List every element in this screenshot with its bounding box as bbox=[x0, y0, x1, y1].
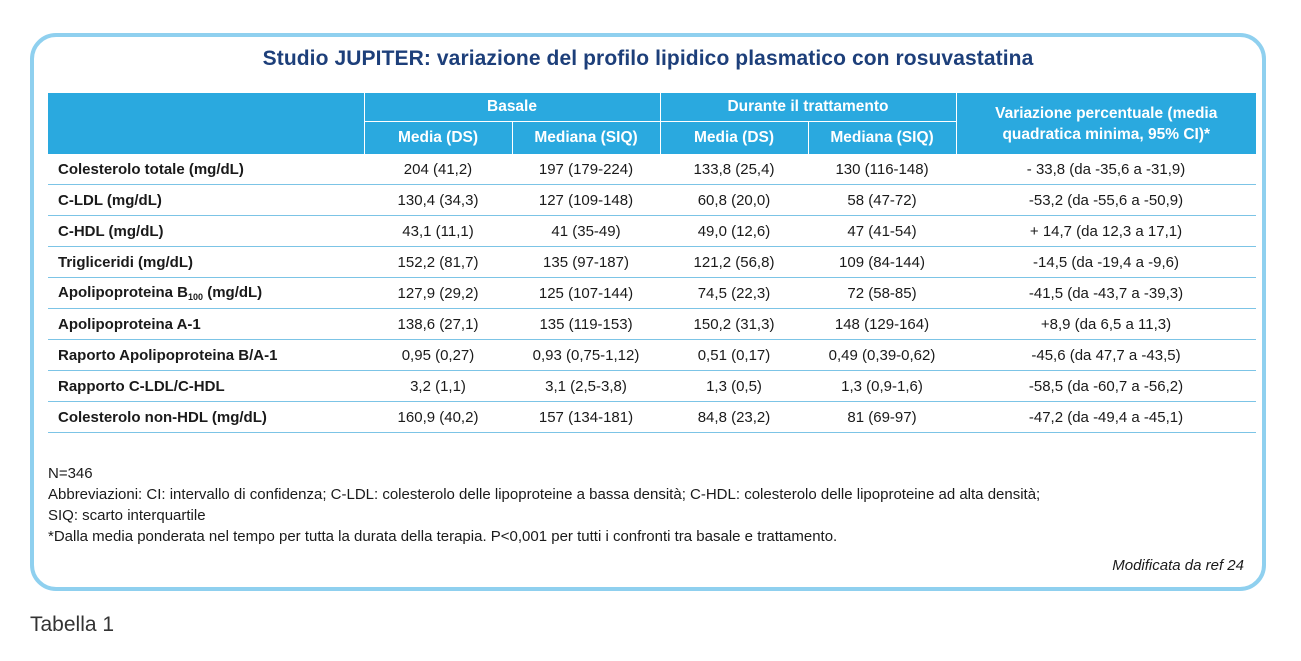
percent-change-cell: -45,6 (da 47,7 a -43,5) bbox=[956, 339, 1256, 371]
lipid-profile-table: Basale Durante il trattamento Variazione… bbox=[48, 93, 1256, 433]
table-row: Apolipoproteina A-1 138,6 (27,1) 135 (11… bbox=[48, 308, 1256, 340]
percent-change-cell: -58,5 (da -60,7 a -56,2) bbox=[956, 370, 1256, 402]
treatment-mean-cell: 121,2 (56,8) bbox=[660, 246, 808, 278]
header-baseline-mean: Media (DS) bbox=[363, 121, 512, 154]
percent-change-cell: -14,5 (da -19,4 a -9,6) bbox=[956, 246, 1256, 278]
abbreviations-note: Abbreviazioni: CI: intervallo di confide… bbox=[48, 486, 1041, 503]
baseline-median-cell: 0,93 (0,75-1,12) bbox=[512, 339, 660, 371]
row-label-unit: (mg/dL) bbox=[203, 284, 263, 301]
row-label: Apolipoproteina A-1 bbox=[48, 308, 364, 340]
sample-size-note: N=346 bbox=[48, 465, 93, 482]
baseline-median-cell: 135 (119-153) bbox=[512, 308, 660, 340]
header-baseline: Basale bbox=[363, 93, 660, 122]
percent-change-cell: -41,5 (da -43,7 a -39,3) bbox=[956, 277, 1256, 309]
header-percent-change: Variazione percentuale (media quadratica… bbox=[955, 93, 1256, 154]
percent-change-cell: - 33,8 (da -35,6 a -31,9) bbox=[956, 154, 1256, 185]
row-label: Rapporto C-LDL/C-HDL bbox=[48, 370, 364, 402]
baseline-median-cell: 157 (134-181) bbox=[512, 401, 660, 433]
table-row: Trigliceridi (mg/dL) 152,2 (81,7) 135 (9… bbox=[48, 246, 1256, 278]
baseline-mean-cell: 0,95 (0,27) bbox=[364, 339, 512, 371]
percent-change-cell: + 14,7 (da 12,3 a 17,1) bbox=[956, 215, 1256, 247]
row-label-main: Apolipoproteina B bbox=[58, 284, 188, 301]
footnote: *Dalla media ponderata nel tempo per tut… bbox=[48, 528, 838, 545]
baseline-mean-cell: 127,9 (29,2) bbox=[364, 277, 512, 309]
baseline-median-cell: 125 (107-144) bbox=[512, 277, 660, 309]
treatment-mean-cell: 0,51 (0,17) bbox=[660, 339, 808, 371]
table-row: Apolipoproteina B100 (mg/dL) 127,9 (29,2… bbox=[48, 277, 1256, 309]
baseline-median-cell: 135 (97-187) bbox=[512, 246, 660, 278]
row-label: C-LDL (mg/dL) bbox=[48, 184, 364, 216]
treatment-median-cell: 0,49 (0,39-0,62) bbox=[808, 339, 956, 371]
treatment-mean-cell: 84,8 (23,2) bbox=[660, 401, 808, 433]
table-notes: N=346 Abbreviazioni: CI: intervallo di c… bbox=[48, 463, 1258, 547]
treatment-median-cell: 148 (129-164) bbox=[808, 308, 956, 340]
header-parameter-cell bbox=[48, 93, 364, 154]
treatment-median-cell: 47 (41-54) bbox=[808, 215, 956, 247]
baseline-mean-cell: 160,9 (40,2) bbox=[364, 401, 512, 433]
treatment-mean-cell: 60,8 (20,0) bbox=[660, 184, 808, 216]
row-label: Apolipoproteina B100 (mg/dL) bbox=[48, 277, 364, 309]
table-frame: Studio JUPITER: variazione del profilo l… bbox=[30, 33, 1266, 591]
treatment-median-cell: 72 (58-85) bbox=[808, 277, 956, 309]
baseline-mean-cell: 138,6 (27,1) bbox=[364, 308, 512, 340]
baseline-mean-cell: 43,1 (11,1) bbox=[364, 215, 512, 247]
treatment-mean-cell: 49,0 (12,6) bbox=[660, 215, 808, 247]
header-baseline-median: Mediana (SIQ) bbox=[511, 121, 660, 154]
header-treatment-median: Mediana (SIQ) bbox=[807, 121, 956, 154]
baseline-mean-cell: 130,4 (34,3) bbox=[364, 184, 512, 216]
row-label: C-HDL (mg/dL) bbox=[48, 215, 364, 247]
table-caption: Tabella 1 bbox=[30, 613, 115, 636]
percent-change-cell: +8,9 (da 6,5 a 11,3) bbox=[956, 308, 1256, 340]
treatment-median-cell: 130 (116-148) bbox=[808, 154, 956, 185]
table-row: Raporto Apolipoproteina B/A-1 0,95 (0,27… bbox=[48, 339, 1256, 371]
header-treatment-mean: Media (DS) bbox=[659, 121, 808, 154]
treatment-mean-cell: 1,3 (0,5) bbox=[660, 370, 808, 402]
treatment-mean-cell: 150,2 (31,3) bbox=[660, 308, 808, 340]
baseline-mean-cell: 3,2 (1,1) bbox=[364, 370, 512, 402]
row-label: Raporto Apolipoproteina B/A-1 bbox=[48, 339, 364, 371]
source-note: Modificata da ref 24 bbox=[1112, 557, 1244, 574]
baseline-median-cell: 41 (35-49) bbox=[512, 215, 660, 247]
row-label: Trigliceridi (mg/dL) bbox=[48, 246, 364, 278]
row-label: Colesterolo totale (mg/dL) bbox=[48, 154, 364, 185]
header-treatment: Durante il trattamento bbox=[659, 93, 956, 122]
baseline-mean-cell: 204 (41,2) bbox=[364, 154, 512, 185]
treatment-median-cell: 81 (69-97) bbox=[808, 401, 956, 433]
table-row: Colesterolo non-HDL (mg/dL) 160,9 (40,2)… bbox=[48, 401, 1256, 433]
baseline-median-cell: 3,1 (2,5-3,8) bbox=[512, 370, 660, 402]
baseline-mean-cell: 152,2 (81,7) bbox=[364, 246, 512, 278]
treatment-mean-cell: 74,5 (22,3) bbox=[660, 277, 808, 309]
table-row: Colesterolo totale (mg/dL) 204 (41,2) 19… bbox=[48, 154, 1256, 185]
table-row: C-HDL (mg/dL) 43,1 (11,1) 41 (35-49) 49,… bbox=[48, 215, 1256, 247]
abbreviations-note-continued: SIQ: scarto interquartile bbox=[48, 507, 206, 524]
percent-change-cell: -47,2 (da -49,4 a -45,1) bbox=[956, 401, 1256, 433]
row-label: Colesterolo non-HDL (mg/dL) bbox=[48, 401, 364, 433]
treatment-median-cell: 109 (84-144) bbox=[808, 246, 956, 278]
row-label-subscript: 100 bbox=[188, 292, 204, 302]
baseline-median-cell: 127 (109-148) bbox=[512, 184, 660, 216]
table-title: Studio JUPITER: variazione del profilo l… bbox=[262, 47, 1034, 70]
treatment-median-cell: 58 (47-72) bbox=[808, 184, 956, 216]
baseline-median-cell: 197 (179-224) bbox=[512, 154, 660, 185]
treatment-mean-cell: 133,8 (25,4) bbox=[660, 154, 808, 185]
percent-change-cell: -53,2 (da -55,6 a -50,9) bbox=[956, 184, 1256, 216]
table-row: C-LDL (mg/dL) 130,4 (34,3) 127 (109-148)… bbox=[48, 184, 1256, 216]
treatment-median-cell: 1,3 (0,9-1,6) bbox=[808, 370, 956, 402]
table-row: Rapporto C-LDL/C-HDL 3,2 (1,1) 3,1 (2,5-… bbox=[48, 370, 1256, 402]
